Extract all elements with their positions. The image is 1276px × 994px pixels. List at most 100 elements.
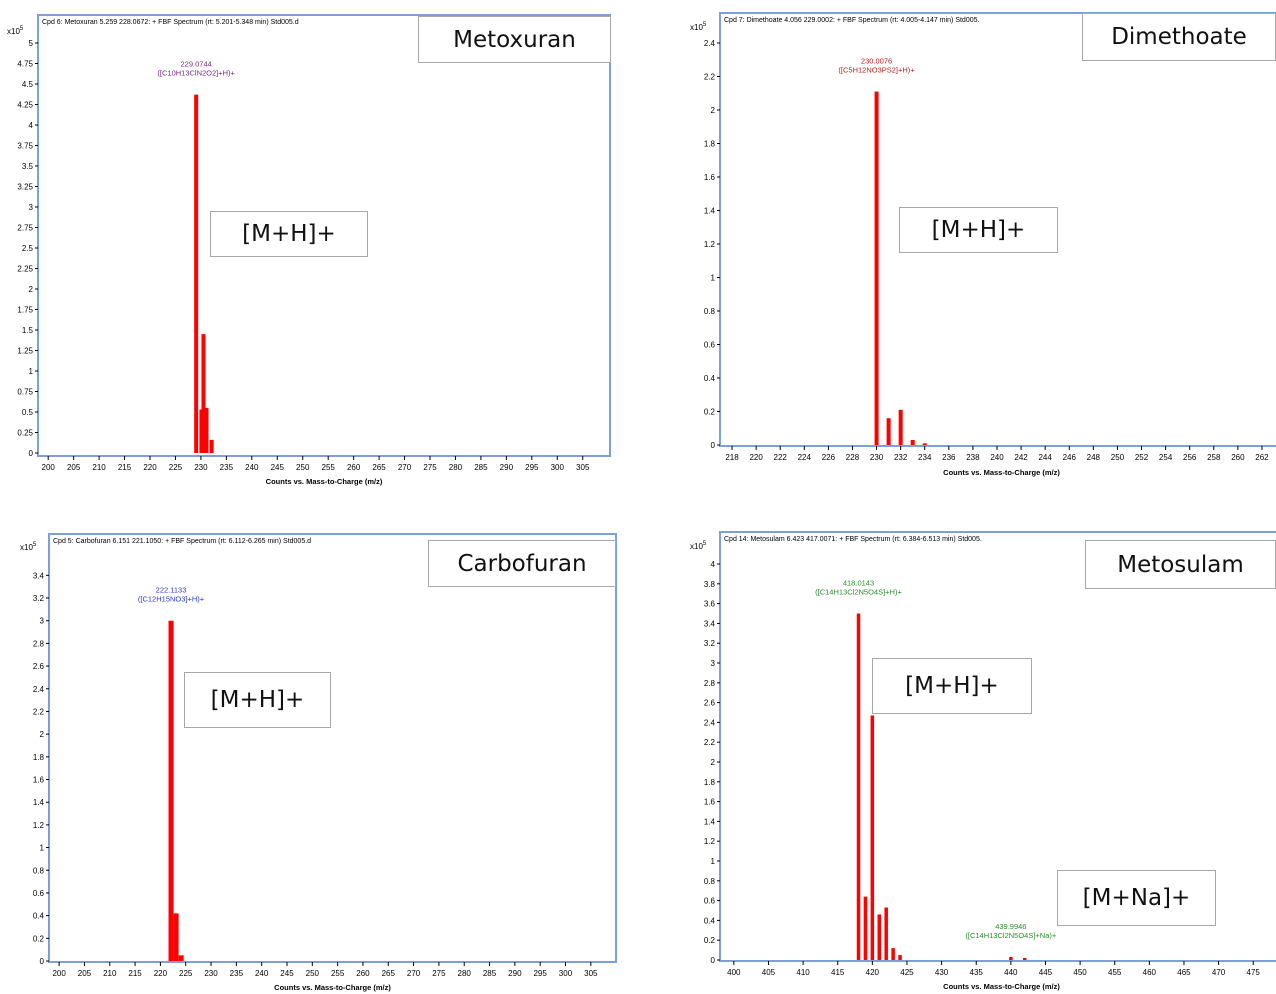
spectrum-peak-bar <box>201 334 206 453</box>
spectrum-peak-bar <box>863 896 868 960</box>
spectrum-peak-bar <box>874 91 879 445</box>
x-tick-label: 265 <box>382 969 396 978</box>
x-tick-label: 240 <box>245 463 259 472</box>
compound-name-box: Carbofuran <box>428 540 616 587</box>
y-tick-label: 0 <box>40 957 45 966</box>
compound-name-box: Metoxuran <box>418 16 611 63</box>
y-tick-label: 0.8 <box>704 877 716 886</box>
x-axis-label: Counts vs. Mass-to-Charge (m/z) <box>943 468 1060 477</box>
y-multiplier: x105 <box>7 26 24 36</box>
spectrum-header: Cpd 7: Dimethoate 4.056 229.0002: + FBF … <box>724 17 980 24</box>
x-tick-label: 220 <box>143 463 157 472</box>
peak-annotation: ([C5H12NO3PS2]+H)+ <box>838 66 915 75</box>
spectrum-peak-bar <box>898 955 902 960</box>
x-tick-label: 200 <box>52 969 66 978</box>
spectrum-peak-bar <box>877 914 882 960</box>
compound-name: Metosulam <box>1117 551 1244 578</box>
x-tick-label: 270 <box>407 969 421 978</box>
spectrum-panel-metoxuran: Cpd 6: Metoxuran 5.259 228.0672: + FBF S… <box>0 0 630 495</box>
x-tick-label: 222 <box>774 453 788 462</box>
y-tick-label: 0.4 <box>33 912 45 921</box>
x-tick-label: 260 <box>1231 453 1245 462</box>
spectrum-panel-metosulam: Cpd 14: Metosulam 6.423 417.0071: + FBF … <box>640 520 1276 994</box>
y-tick-label: 0.2 <box>704 936 716 945</box>
y-tick-label: 2.2 <box>33 707 45 716</box>
y-tick-label: 0.6 <box>33 889 45 898</box>
ion-label: [M+H]+ <box>905 673 999 699</box>
x-tick-label: 244 <box>1038 453 1052 462</box>
x-tick-label: 246 <box>1063 453 1077 462</box>
y-tick-label: 1 <box>40 844 45 853</box>
x-tick-label: 235 <box>220 463 234 472</box>
y-tick-label: 3.25 <box>17 183 33 192</box>
x-tick-label: 225 <box>169 463 183 472</box>
y-tick-label: 1.25 <box>17 347 33 356</box>
y-tick-label: 2 <box>711 758 716 767</box>
y-tick-label: 3.75 <box>17 142 33 151</box>
x-tick-label: 250 <box>306 969 320 978</box>
x-tick-label: 295 <box>533 969 547 978</box>
spectrum-peak-bar <box>884 907 888 960</box>
x-tick-label: 290 <box>508 969 522 978</box>
ion-label-box-mh: [M+H]+ <box>872 658 1032 714</box>
x-tick-label: 275 <box>423 463 437 472</box>
y-tick-label: 4 <box>29 121 34 130</box>
x-tick-label: 260 <box>356 969 370 978</box>
y-tick-label: 2.8 <box>704 679 716 688</box>
spectrum-peak-bar <box>178 955 184 961</box>
x-tick-label: 465 <box>1177 968 1191 977</box>
x-tick-label: 252 <box>1135 453 1149 462</box>
spectrum-header: Cpd 14: Metosulam 6.423 417.0071: + FBF … <box>724 536 982 543</box>
x-tick-label: 220 <box>154 969 168 978</box>
spectrum-chart-metoxuran: Cpd 6: Metoxuran 5.259 228.0672: + FBF S… <box>7 14 611 486</box>
y-tick-label: 0.2 <box>33 934 45 943</box>
y-tick-label: 0.6 <box>704 897 716 906</box>
y-tick-label: 2 <box>29 285 34 294</box>
x-tick-label: 290 <box>500 463 514 472</box>
y-tick-label: 5 <box>29 39 34 48</box>
ion-label: [M+Na]+ <box>1082 885 1191 911</box>
spectrum-header: Cpd 6: Metoxuran 5.259 228.0672: + FBF S… <box>42 19 299 26</box>
y-tick-label: 1.8 <box>704 140 716 149</box>
y-tick-label: 1 <box>711 274 716 283</box>
x-tick-label: 236 <box>942 453 956 462</box>
x-tick-label: 400 <box>727 968 741 977</box>
x-tick-label: 230 <box>870 453 884 462</box>
x-tick-label: 242 <box>1014 453 1028 462</box>
x-tick-label: 285 <box>474 463 488 472</box>
y-tick-label: 2.6 <box>704 699 716 708</box>
x-tick-label: 234 <box>918 453 932 462</box>
x-tick-label: 230 <box>194 463 208 472</box>
x-tick-label: 250 <box>1111 453 1125 462</box>
x-tick-label: 435 <box>970 968 984 977</box>
x-tick-label: 255 <box>322 463 336 472</box>
x-axis-label: Counts vs. Mass-to-Charge (m/z) <box>274 983 391 992</box>
x-axis-label: Counts vs. Mass-to-Charge (m/z) <box>943 982 1060 991</box>
x-tick-label: 475 <box>1247 968 1261 977</box>
x-tick-label: 405 <box>762 968 776 977</box>
compound-name-box: Dimethoate <box>1082 13 1276 61</box>
x-tick-label: 200 <box>42 463 56 472</box>
x-tick-label: 270 <box>398 463 412 472</box>
peak-annotation: 418.0143 <box>843 579 874 588</box>
y-tick-label: 2.25 <box>17 265 33 274</box>
y-tick-label: 3 <box>711 659 716 668</box>
x-tick-label: 224 <box>798 453 812 462</box>
y-tick-label: 1.8 <box>704 778 716 787</box>
y-tick-label: 4.25 <box>17 101 33 110</box>
spectrum-peak-bar <box>173 913 179 961</box>
y-tick-label: 2.4 <box>704 718 716 727</box>
y-tick-label: 0.4 <box>704 916 716 925</box>
compound-name: Metoxuran <box>453 26 576 53</box>
x-tick-label: 220 <box>749 453 763 462</box>
y-multiplier: x105 <box>20 542 37 552</box>
spectrum-chart-dimethoate: Cpd 7: Dimethoate 4.056 229.0002: + FBF … <box>690 12 1276 477</box>
y-tick-label: 2.4 <box>33 685 45 694</box>
y-tick-label: 1.4 <box>704 817 716 826</box>
spectrum-peak-bar <box>209 439 214 453</box>
x-tick-label: 258 <box>1207 453 1221 462</box>
y-tick-label: 1.2 <box>704 837 716 846</box>
x-tick-label: 450 <box>1073 968 1087 977</box>
compound-name: Carbofuran <box>457 550 587 577</box>
x-tick-label: 300 <box>559 969 573 978</box>
